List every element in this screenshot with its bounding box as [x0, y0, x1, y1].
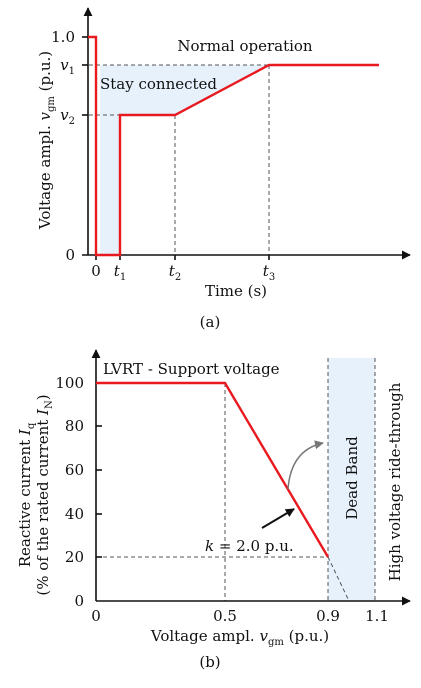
y-axis-label-a-text: Voltage ampl. — [36, 121, 54, 231]
x-tick-label-t3-sub: 3 — [269, 272, 275, 283]
x-tick-label-0: 0 — [91, 262, 101, 280]
y-axis-label-b-line2-end: ) — [34, 394, 52, 400]
reactive-current-curve — [96, 381, 330, 558]
dead-band-pointer-arrow — [287, 440, 324, 490]
lvrt-title: LVRT - Support voltage — [103, 360, 280, 378]
x-tick-label-1-1: 1.1 — [365, 607, 389, 625]
x-axis-label-b-sub: gm — [268, 637, 284, 648]
caption-a: (a) — [200, 313, 221, 331]
y-tick-label-60: 60 — [65, 461, 84, 479]
x-tick-label-t2-var: t — [169, 262, 176, 280]
panel-a: 1.0 v1 v2 0 0 t1 t2 t3 Time (s) Voltage … — [36, 7, 411, 331]
x-axis-label-a: Time (s) — [205, 282, 267, 300]
y-axis-label-a-sub: gm — [46, 96, 57, 112]
y-tick-label-v1-var: v — [60, 56, 69, 74]
y-axis-label-b-line1-sub: q — [26, 422, 37, 429]
y-axis-label-a-unit: (p.u.) — [36, 51, 54, 96]
slope-annotation-var: k — [205, 537, 214, 555]
y-tick-label-1-0: 1.0 — [51, 28, 75, 46]
stay-connected-label: Stay connected — [100, 75, 217, 93]
y-tick-label-100: 100 — [55, 374, 84, 392]
dead-band-label: Dead Band — [343, 436, 361, 520]
y-tick-label-40: 40 — [65, 505, 84, 523]
y-axis-label-a: Voltage ampl. vgm (p.u.) — [36, 51, 57, 230]
x-tick-label-t3-var: t — [263, 262, 270, 280]
x-tick-label-t2-sub: 2 — [175, 272, 181, 283]
x-tick-label-t1: t1 — [114, 262, 126, 283]
x-tick-label-t1-var: t — [114, 262, 121, 280]
y-axis-label-a-var: v — [36, 112, 54, 121]
x-axis-label-b-text: Voltage ampl. — [150, 627, 260, 645]
x-tick-label-t2: t2 — [169, 262, 181, 283]
y-tick-label-0: 0 — [65, 246, 75, 264]
slope-annotation-text: = 2.0 p.u. — [214, 537, 294, 555]
y-tick-label-v1-sub: 1 — [69, 66, 75, 77]
y-axis-label-b-line2-sub: N — [44, 400, 55, 409]
y-tick-label-20: 20 — [65, 548, 84, 566]
y-axis-label-b-line1: Reactive current Iq — [16, 422, 37, 567]
x-axis-label-b: Voltage ampl. vgm (p.u.) — [150, 627, 329, 648]
panel-b: k = 2.0 p.u. 100 80 60 40 20 0 0 0.5 0.9… — [16, 349, 411, 671]
y-axis-label-b-line2-text: (% of the rated current — [34, 415, 52, 596]
x-tick-label-0-5: 0.5 — [213, 607, 237, 625]
slope-annotation-label: k = 2.0 p.u. — [205, 537, 294, 555]
y-axis-label-b-line1-var: I — [16, 428, 34, 436]
x-tick-label-t3: t3 — [263, 262, 275, 283]
y-axis-label-b-line2: (% of the rated current IN) — [34, 394, 55, 595]
y-tick-label-v2: v2 — [60, 106, 75, 127]
voltage-profile-curve — [88, 35, 379, 257]
y-tick-label-v2-var: v — [60, 106, 69, 124]
x-tick-label-t1-sub: 1 — [120, 272, 126, 283]
y-tick-label-v1: v1 — [60, 56, 75, 77]
x-tick-label-0: 0 — [91, 607, 101, 625]
y-axis-label-b-line1-text: Reactive current — [16, 435, 34, 567]
x-axis-label-b-unit: (p.u.) — [284, 627, 329, 645]
x-axis-label-b-var: v — [259, 627, 268, 645]
y-tick-label-0: 0 — [74, 592, 84, 610]
y-axis-label-b-line2-var: I — [34, 408, 52, 416]
x-tick-label-0-9: 0.9 — [316, 607, 340, 625]
slope-annotation-arrow — [261, 508, 295, 529]
y-tick-label-v2-sub: 2 — [69, 116, 75, 127]
dead-band-region — [328, 358, 375, 601]
normal-operation-label: Normal operation — [177, 37, 313, 55]
caption-b: (b) — [199, 653, 220, 671]
stay-connected-region — [100, 65, 269, 255]
slope-extension — [327, 556, 350, 602]
hvrt-label: High voltage ride-through — [386, 382, 404, 581]
y-tick-label-80: 80 — [65, 417, 84, 435]
